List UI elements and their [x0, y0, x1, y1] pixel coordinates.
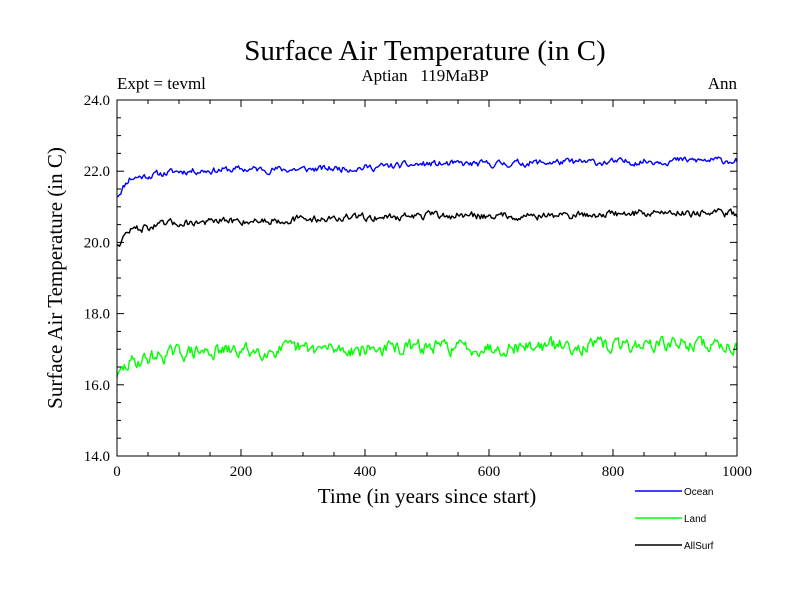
tick-layer: 0 200 400 600 800 1000 14.0 16.0 18.0 20.0 22.0 24.…: [84, 93, 752, 480]
series-layer: [116, 156, 738, 378]
legend-label-land: Land: [684, 514, 706, 525]
y-axis-label: Surface Air Temperature (in C): [43, 147, 67, 409]
series-line-ocean: [116, 156, 738, 198]
x-axis-label: Time (in years since start): [318, 484, 537, 508]
x-tick-label: 400: [354, 464, 377, 480]
legend-label-ocean: Ocean: [684, 487, 713, 498]
plot-frame: [116, 99, 738, 457]
experiment-label: Expt = tevml: [117, 74, 206, 93]
series-line-land: [116, 335, 738, 378]
y-tick-label: 16.0: [84, 378, 110, 394]
chart-title: Surface Air Temperature (in C): [244, 35, 605, 67]
x-tick-label: 0: [113, 464, 121, 480]
x-tick-label: 600: [478, 464, 501, 480]
x-tick-label: 200: [230, 464, 253, 480]
legend: Ocean Land AllSurf: [635, 487, 714, 552]
chart-subtitle: Aptian 119MaBP: [361, 66, 488, 85]
y-tick-label: 18.0: [84, 307, 110, 323]
x-tick-label: 800: [602, 464, 625, 480]
y-tick-label: 24.0: [84, 93, 110, 109]
y-tick-label: 20.0: [84, 235, 110, 251]
period-label: Ann: [708, 74, 738, 93]
x-tick-label: 1000: [722, 464, 752, 480]
y-tick-label: 14.0: [84, 449, 110, 465]
legend-label-allsurf: AllSurf: [684, 541, 714, 552]
y-tick-label: 22.0: [84, 164, 110, 180]
series-line-allsurf: [116, 207, 738, 247]
